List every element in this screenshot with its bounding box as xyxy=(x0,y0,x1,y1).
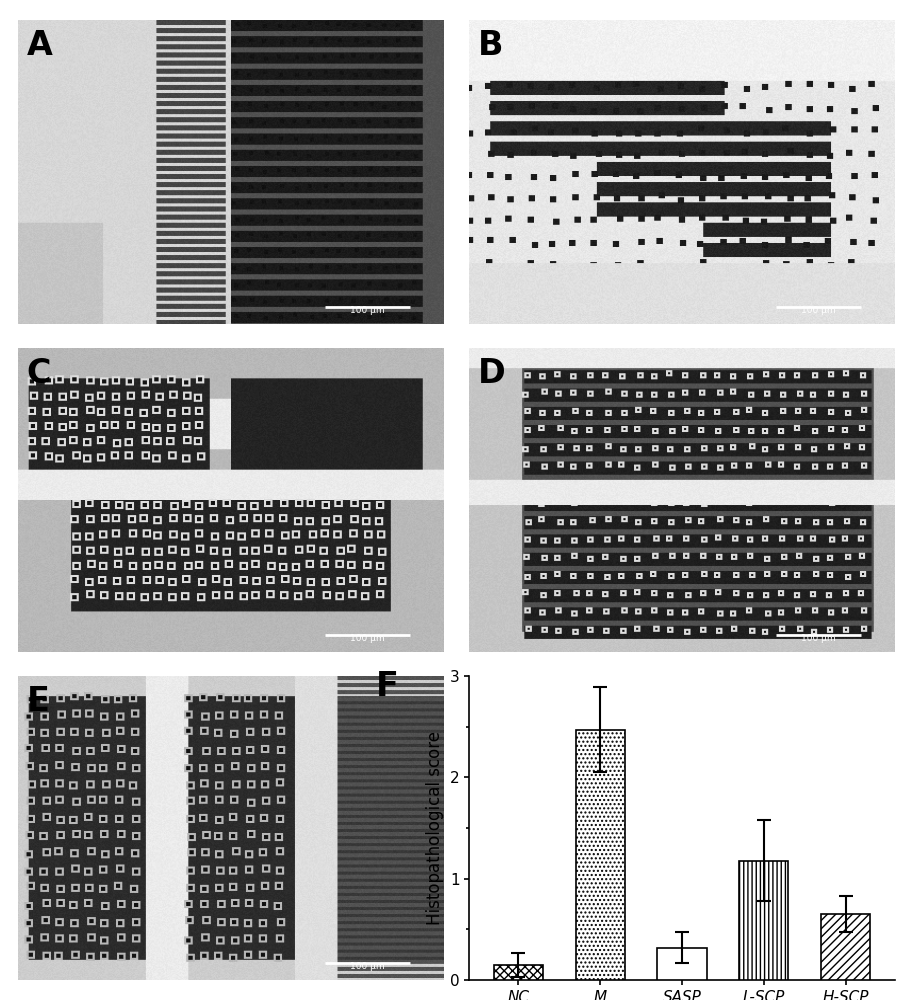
Text: D: D xyxy=(477,357,506,390)
Text: 100 μm: 100 μm xyxy=(350,962,384,971)
Bar xyxy=(657,948,707,980)
Text: A: A xyxy=(26,29,53,62)
Text: 100 μm: 100 μm xyxy=(350,306,384,315)
Y-axis label: Histopathological score: Histopathological score xyxy=(426,731,445,925)
Text: 100 μm: 100 μm xyxy=(801,306,835,315)
Bar xyxy=(821,914,870,980)
Text: 100 μm: 100 μm xyxy=(801,634,835,643)
Bar xyxy=(494,965,543,980)
Text: 100 μm: 100 μm xyxy=(350,634,384,643)
Bar xyxy=(575,730,624,980)
Bar xyxy=(740,861,788,980)
Text: F: F xyxy=(375,670,399,703)
Text: E: E xyxy=(26,685,49,718)
Text: B: B xyxy=(477,29,503,62)
Text: C: C xyxy=(26,357,51,390)
